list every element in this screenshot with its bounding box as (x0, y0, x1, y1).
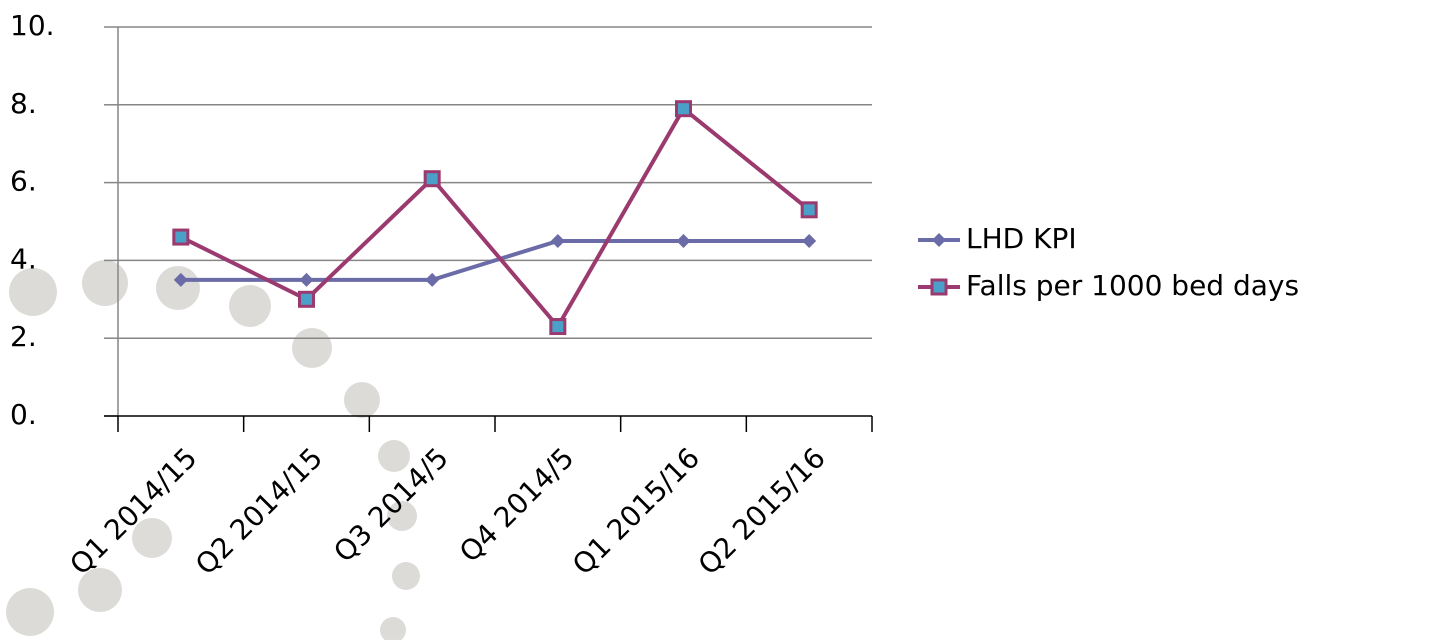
x-tick-label: Q1 2014/15 (63, 441, 203, 581)
y-tick-label: 4. (10, 242, 37, 275)
y-tick-label: 2. (10, 320, 37, 353)
marker (802, 203, 816, 217)
marker (174, 230, 188, 244)
marker (300, 292, 314, 306)
legend-label: LHD KPI (966, 222, 1077, 255)
marker (932, 280, 946, 294)
background-decoration (6, 260, 420, 640)
marker (932, 233, 946, 247)
marker (802, 234, 816, 248)
marker (551, 320, 565, 334)
marker (300, 273, 314, 287)
x-tick-label: Q2 2015/16 (692, 441, 832, 581)
y-tick-label: 0. (10, 398, 37, 431)
y-tick-label: 10. (10, 9, 55, 42)
chart: 0.2.4.6.8.10.Q1 2014/15Q2 2014/15Q3 2014… (0, 0, 1447, 640)
y-tick-label: 8. (10, 87, 37, 120)
marker (425, 172, 439, 186)
y-tick-label: 6. (10, 165, 37, 198)
legend-label: Falls per 1000 bed days (966, 269, 1299, 302)
series-line (181, 109, 809, 327)
marker (677, 234, 691, 248)
marker (425, 273, 439, 287)
x-tick-label: Q1 2015/16 (566, 441, 706, 581)
x-tick-label: Q4 2014/5 (453, 441, 580, 568)
x-tick-label: Q2 2014/15 (189, 441, 329, 581)
marker (551, 234, 565, 248)
marker (677, 102, 691, 116)
